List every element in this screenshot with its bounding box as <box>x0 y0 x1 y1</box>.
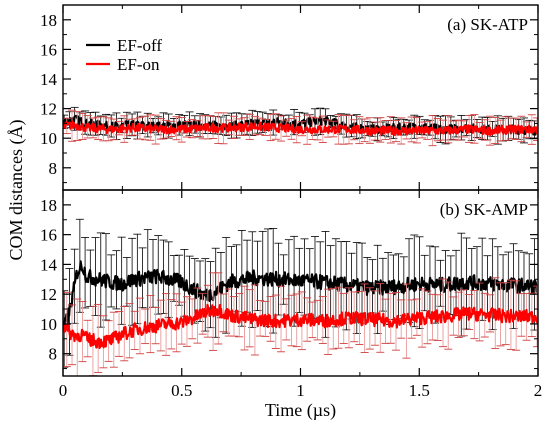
x-tick-label: 0 <box>59 381 68 400</box>
y-tick-label: 12 <box>40 285 57 304</box>
y-tick-label: 16 <box>40 40 57 59</box>
panel-a-series-layer <box>63 106 538 147</box>
y-tick-label: 14 <box>40 70 58 89</box>
legend-label-ef-off: EF-off <box>117 36 162 55</box>
panel-b-errorbars-ef-off <box>63 218 538 368</box>
legend: EF-off EF-on <box>86 36 162 74</box>
panel-sk-amp: 8 10 12 14 16 18 0 0.5 1 1.5 2 (b) SK-AMP <box>40 189 543 400</box>
y-tick-label: 10 <box>40 315 57 334</box>
y-tick-label: 8 <box>49 159 58 178</box>
y-tick-label: 18 <box>40 11 57 30</box>
panel-a-series-ef-on <box>63 109 538 147</box>
panel-b-line-ef-on <box>63 303 538 350</box>
panel-a-label: (a) SK-ATP <box>447 15 528 34</box>
panel-a-y-ticks: 8 10 12 14 16 18 <box>40 11 538 184</box>
panel-b-x-ticks: 0 0.5 1 1.5 2 <box>59 190 543 400</box>
panel-b-series-layer <box>63 218 538 376</box>
y-tick-label: 18 <box>40 196 57 215</box>
panel-b-line-ef-off <box>63 260 538 331</box>
panel-sk-atp: 8 10 12 14 16 18 (a) SK-ATP EF-off EF-on <box>40 4 539 191</box>
legend-label-ef-on: EF-on <box>117 55 160 74</box>
x-tick-label: 1.5 <box>409 381 430 400</box>
panel-b-label: (b) SK-AMP <box>440 200 528 219</box>
y-axis-title: COM distances (Å) <box>6 120 27 261</box>
x-tick-label: 1 <box>296 381 305 400</box>
panel-b-series-ef-on <box>63 272 538 376</box>
panel-a-line-ef-on <box>63 120 538 136</box>
x-tick-label: 2 <box>534 381 543 400</box>
y-tick-label: 16 <box>40 226 57 245</box>
y-tick-label: 12 <box>40 100 57 119</box>
x-tick-label: 0.5 <box>171 381 192 400</box>
y-tick-label: 10 <box>40 129 57 148</box>
y-tick-label: 8 <box>49 345 58 364</box>
panel-b-series-ef-off <box>63 218 538 368</box>
x-axis-title: Time (µs) <box>265 400 336 421</box>
y-tick-label: 14 <box>40 255 58 274</box>
panel-b-y-ticks: 8 10 12 14 16 18 <box>40 196 538 370</box>
